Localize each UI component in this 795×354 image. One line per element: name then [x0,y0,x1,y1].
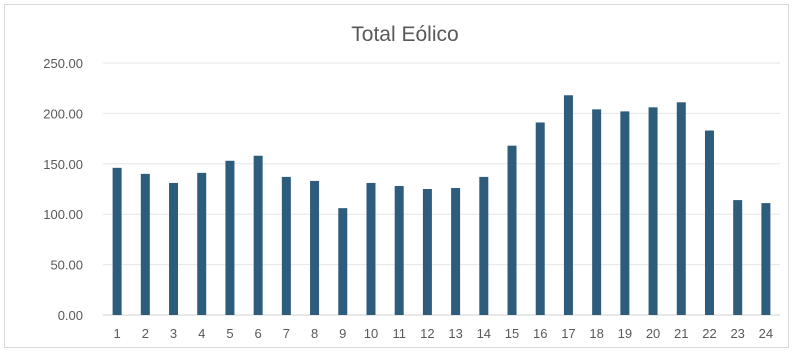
y-tick-label: 200.00 [43,106,83,121]
y-tick-label: 250.00 [43,56,83,71]
x-tick-label: 20 [646,326,660,341]
bar-23 [733,200,743,315]
x-tick-label: 23 [730,326,744,341]
bar-chart: Total Eólico 0.0050.00100.00150.00200.00… [43,23,780,341]
x-tick-label: 19 [618,326,632,341]
x-tick-label: 6 [255,326,262,341]
x-tick-label: 14 [477,326,491,341]
bar-4 [197,172,207,315]
bar-7 [281,176,291,315]
x-tick-label: 9 [339,326,346,341]
x-tick-label: 10 [364,326,378,341]
x-tick-label: 15 [505,326,519,341]
bar-6 [253,155,263,315]
bar-3 [169,182,179,315]
bar-9 [338,208,348,315]
x-tick-label: 21 [674,326,688,341]
bar-16 [535,122,545,315]
bar-22 [704,130,714,315]
x-tick-label: 7 [283,326,290,341]
bar-14 [479,176,489,315]
x-tick-label: 2 [142,326,149,341]
x-tick-label: 18 [589,326,603,341]
x-tick-label: 22 [702,326,716,341]
x-tick-label: 17 [561,326,575,341]
bar-10 [366,182,376,315]
y-axis-tick-labels: 0.00 50.00 100.00 150.00 200.00 250.00 [43,56,83,323]
bar-8 [310,180,320,315]
bars [112,95,771,316]
y-tick-label: 0.00 [58,308,83,323]
x-tick-label: 13 [448,326,462,341]
bar-20 [648,107,658,316]
bar-1 [112,167,122,315]
bar-21 [676,102,686,315]
chart-container: Total Eólico 0.00 50.00 100.00 150.00 200.00… [4,4,789,348]
bar-12 [422,189,432,315]
y-tick-label: 50.00 [50,258,83,273]
y-tick-label: 100.00 [43,207,83,222]
x-tick-label: 4 [198,326,205,341]
chart-title: Total Eólico [351,23,458,46]
bar-2 [140,173,150,315]
x-tick-label: 16 [533,326,547,341]
x-tick-label: 24 [759,326,773,341]
bar-19 [620,111,630,315]
bar-5 [225,160,235,315]
bar-13 [451,187,461,315]
x-axis-tick-labels: 1 2 3 4 5 6 7 8 9 10 11 12 13 14 15 16 17 18 19 20 21 22 23 24 [113,326,773,341]
bar-18 [592,109,602,315]
x-tick-label: 11 [392,326,406,341]
x-tick-label: 1 [113,326,120,341]
x-tick-label: 3 [170,326,177,341]
bar-17 [563,95,573,315]
x-tick-label: 12 [420,326,434,341]
x-tick-label: 5 [226,326,233,341]
bar-11 [394,185,404,315]
bar-24 [761,203,771,315]
gridlines [103,62,780,316]
x-tick-label: 8 [311,326,318,341]
y-tick-label: 150.00 [43,157,83,172]
bar-15 [507,145,517,315]
